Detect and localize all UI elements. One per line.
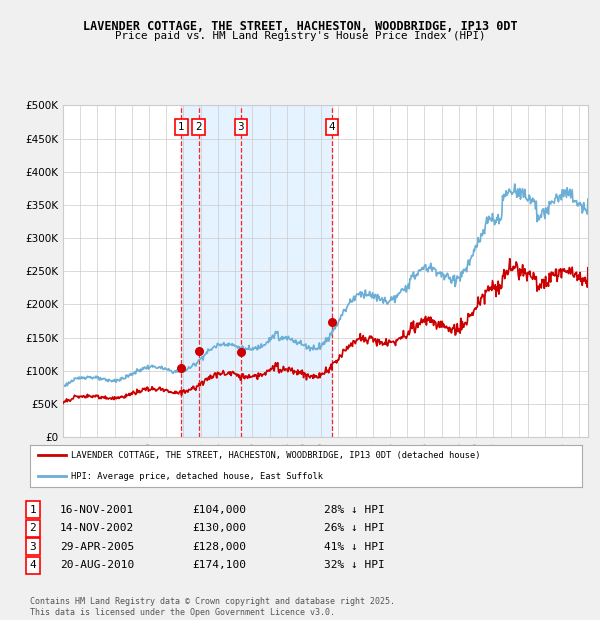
Text: £128,000: £128,000 bbox=[192, 542, 246, 552]
Text: 26% ↓ HPI: 26% ↓ HPI bbox=[324, 523, 385, 533]
Text: 4: 4 bbox=[329, 122, 335, 131]
Text: 32% ↓ HPI: 32% ↓ HPI bbox=[324, 560, 385, 570]
Text: 29-APR-2005: 29-APR-2005 bbox=[60, 542, 134, 552]
Text: £174,100: £174,100 bbox=[192, 560, 246, 570]
Text: Price paid vs. HM Land Registry's House Price Index (HPI): Price paid vs. HM Land Registry's House … bbox=[115, 31, 485, 41]
Text: 4: 4 bbox=[29, 560, 37, 570]
Text: 2: 2 bbox=[29, 523, 37, 533]
Text: 2: 2 bbox=[196, 122, 202, 131]
Text: LAVENDER COTTAGE, THE STREET, HACHESTON, WOODBRIDGE, IP13 0DT: LAVENDER COTTAGE, THE STREET, HACHESTON,… bbox=[83, 20, 517, 33]
Text: £104,000: £104,000 bbox=[192, 505, 246, 515]
Text: 28% ↓ HPI: 28% ↓ HPI bbox=[324, 505, 385, 515]
Bar bbox=[181, 105, 332, 437]
Text: £130,000: £130,000 bbox=[192, 523, 246, 533]
Text: 3: 3 bbox=[238, 122, 244, 131]
Text: 3: 3 bbox=[29, 542, 37, 552]
Text: 14-NOV-2002: 14-NOV-2002 bbox=[60, 523, 134, 533]
Text: LAVENDER COTTAGE, THE STREET, HACHESTON, WOODBRIDGE, IP13 0DT (detached house): LAVENDER COTTAGE, THE STREET, HACHESTON,… bbox=[71, 451, 481, 459]
Text: HPI: Average price, detached house, East Suffolk: HPI: Average price, detached house, East… bbox=[71, 472, 323, 480]
Text: 20-AUG-2010: 20-AUG-2010 bbox=[60, 560, 134, 570]
Text: 1: 1 bbox=[178, 122, 185, 131]
Text: 41% ↓ HPI: 41% ↓ HPI bbox=[324, 542, 385, 552]
Text: 1: 1 bbox=[29, 505, 37, 515]
Text: 16-NOV-2001: 16-NOV-2001 bbox=[60, 505, 134, 515]
Text: Contains HM Land Registry data © Crown copyright and database right 2025.
This d: Contains HM Land Registry data © Crown c… bbox=[30, 598, 395, 617]
